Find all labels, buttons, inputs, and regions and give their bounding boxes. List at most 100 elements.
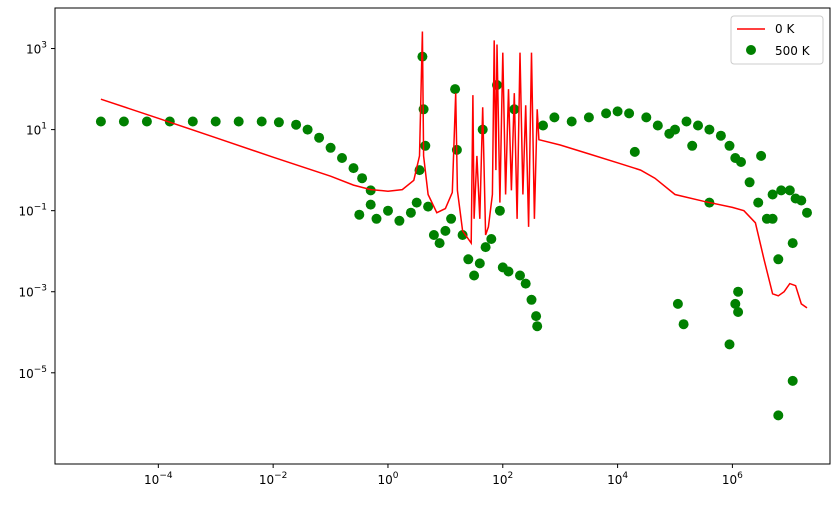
- scatter-point: [314, 132, 325, 143]
- scatter-point: [463, 254, 474, 265]
- y-tick-label: 10−3: [18, 284, 47, 300]
- scatter-point: [670, 124, 680, 135]
- x-tick-label: 100: [377, 471, 398, 487]
- scatter-point: [753, 197, 764, 208]
- scatter-point: [118, 116, 129, 127]
- scatter-point: [141, 116, 152, 127]
- y-axis: 10−5 10−3 10−1 101 103: [18, 41, 55, 381]
- x-tick-label: 10−2: [259, 471, 288, 487]
- scatter-point: [450, 84, 461, 95]
- scatter-point: [357, 173, 368, 184]
- series-500k-points: [95, 51, 812, 421]
- scatter-point: [767, 213, 778, 224]
- scatter-point: [687, 140, 698, 151]
- scatter-point: [724, 339, 735, 350]
- scatter-point: [538, 120, 548, 131]
- scatter-point: [756, 150, 767, 161]
- plot-frame: [54, 7, 831, 465]
- scatter-point: [526, 294, 537, 305]
- scatter-point: [724, 140, 735, 151]
- y-tick-label: 103: [26, 41, 47, 57]
- scatter-point: [423, 201, 434, 212]
- scatter-point: [612, 106, 623, 117]
- scatter-point: [787, 238, 798, 249]
- scatter-point: [733, 307, 744, 317]
- scatter-point: [693, 120, 703, 131]
- series-0k-line: [100, 31, 808, 309]
- scatter-point: [641, 112, 652, 123]
- scatter-point: [532, 321, 543, 332]
- scatter-point: [773, 410, 784, 421]
- scatter-point: [405, 207, 416, 218]
- scatter-point: [210, 116, 221, 127]
- scatter-point: [715, 130, 726, 141]
- scatter-point: [365, 185, 376, 196]
- scatter-point: [486, 234, 497, 244]
- scatter-point: [681, 116, 692, 127]
- scatter-point: [233, 116, 244, 127]
- scatter-point: [583, 112, 594, 123]
- scatter-point: [446, 213, 457, 224]
- scatter-point: [503, 266, 514, 277]
- x-tick-label: 106: [722, 471, 743, 487]
- scatter-point: [566, 116, 577, 127]
- scatter-point: [440, 225, 451, 236]
- scatter-point: [629, 146, 640, 157]
- y-tick-label: 101: [26, 122, 47, 138]
- scatter-point: [411, 197, 422, 208]
- scatter-point: [704, 124, 715, 135]
- scatter-point: [494, 205, 505, 216]
- scatter-point: [354, 209, 365, 220]
- x-axis: 10−4 10−2 100 102 104 106: [144, 464, 743, 487]
- scatter-point: [802, 207, 812, 218]
- scatter-point: [428, 230, 439, 240]
- scatter-point: [95, 116, 106, 127]
- scatter-point: [394, 215, 405, 226]
- scatter-point: [256, 116, 267, 127]
- scatter-point: [773, 254, 784, 265]
- scatter-point: [325, 142, 336, 153]
- scatter-point: [348, 163, 359, 174]
- scatter-point: [767, 189, 778, 200]
- scatter-point: [371, 213, 382, 224]
- scatter-point: [187, 116, 198, 127]
- scatter-point: [531, 311, 542, 322]
- legend-dot-marker: [746, 45, 756, 55]
- scatter-point: [520, 278, 531, 289]
- x-tick-label: 10−4: [144, 471, 173, 487]
- scatter-point: [291, 119, 302, 130]
- scatter-point: [787, 375, 798, 386]
- scatter-point: [672, 298, 683, 309]
- scatter-point: [457, 230, 468, 240]
- legend-label-0k: 0 K: [775, 22, 795, 36]
- plot-area: [95, 31, 812, 421]
- scatter-point: [784, 185, 795, 196]
- scatter-point: [337, 153, 347, 163]
- scatter-point: [652, 120, 663, 131]
- scatter-point: [469, 270, 480, 281]
- scatter-point: [624, 108, 635, 119]
- scatter-point: [549, 112, 560, 123]
- scatter-point: [480, 242, 491, 253]
- scatter-point: [730, 298, 741, 309]
- scatter-point: [736, 157, 746, 167]
- scatter-point: [383, 205, 393, 216]
- x-tick-label: 102: [492, 471, 513, 487]
- scatter-point: [365, 199, 376, 210]
- scatter-point: [273, 117, 284, 128]
- scatter-point: [796, 195, 807, 206]
- legend-label-500k: 500 K: [775, 44, 811, 58]
- legend: 0 K 500 K: [730, 15, 824, 65]
- x-tick-label: 104: [607, 471, 628, 487]
- scatter-point: [733, 286, 744, 297]
- scatter-point: [776, 185, 787, 196]
- y-tick-label: 10−1: [18, 203, 47, 219]
- scatter-point: [434, 238, 445, 249]
- scatter-point: [601, 108, 612, 119]
- scatter-point: [515, 270, 525, 281]
- scatter-point: [678, 319, 689, 330]
- scatter-point: [474, 258, 485, 269]
- scatter-point: [420, 140, 431, 151]
